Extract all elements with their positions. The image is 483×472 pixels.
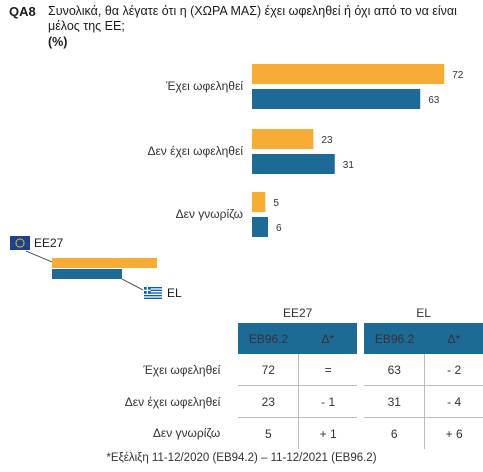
bar-ee27	[252, 192, 266, 212]
table-row: Έχει ωφεληθεί 72 = 63 - 2	[110, 354, 483, 386]
table-group-el: EL	[416, 306, 431, 320]
category-label: Δεν γνωρίζω	[176, 207, 243, 221]
bar-el	[252, 154, 335, 174]
table-subheader: Δ*	[298, 323, 357, 354]
question-text: Συνολικά, θα λέγατε ότι η (ΧΩΡΑ ΜΑΣ) έχε…	[48, 4, 457, 33]
table-cell: - 2	[424, 354, 483, 386]
table-cell: 63	[364, 354, 426, 386]
table-cell: 5	[238, 417, 300, 449]
table-row: Δεν έχει ωφεληθεί 23 - 1 31 - 4	[110, 385, 483, 418]
table-cell: 6	[364, 417, 426, 449]
results-table: EE27 EL EB96.2 Δ* EB96.2 Δ* Έχει ωφεληθε…	[110, 303, 483, 449]
table-subheader: EB96.2	[238, 323, 299, 354]
table-subheader: Δ*	[424, 323, 483, 354]
question-code: QA8	[9, 4, 36, 19]
table-row-label: Δεν έχει ωφεληθεί	[124, 394, 221, 409]
legend-leader-el	[121, 278, 144, 291]
bar-ee27	[252, 129, 314, 149]
bar-el	[252, 89, 421, 109]
table-cell: 23	[238, 385, 300, 418]
category-label: Δεν έχει ωφεληθεί	[147, 144, 243, 158]
table-cell: =	[298, 354, 357, 386]
data-label: 31	[343, 160, 355, 171]
table-row: Δεν γνωρίζω 5 + 1 6 + 6	[110, 417, 483, 449]
eu-flag-icon	[10, 236, 30, 250]
table-row-label: Δεν γνωρίζω	[152, 426, 221, 441]
legend-leader-ee27	[25, 250, 53, 263]
table-cell: - 1	[298, 385, 357, 418]
data-label: 63	[428, 95, 440, 106]
data-label: 23	[321, 135, 333, 146]
legend-label-el: EL	[167, 286, 182, 300]
category-label: Έχει ωφεληθεί	[165, 79, 243, 93]
data-label: 72	[452, 70, 464, 81]
table-cell: + 6	[445, 426, 463, 441]
footnote: *Εξέλιξη 11-12/2020 (EB94.2) – 11-12/202…	[106, 452, 377, 464]
bar-chart: Έχει ωφεληθεί 72 63 Δεν έχει ωφεληθεί 23 31 Δε…	[147, 64, 464, 237]
unit-label: (%)	[48, 35, 68, 49]
table-cell: + 1	[319, 426, 337, 441]
table-group-ee27: EE27	[282, 306, 313, 320]
legend-swatch-ee27	[52, 258, 157, 268]
legend-graphic	[25, 250, 157, 291]
bar-el	[252, 217, 269, 237]
table-cell: 31	[364, 385, 426, 418]
legend-swatch-el	[52, 269, 122, 279]
table-subheader: EB96.2	[364, 323, 425, 354]
table-row-label: Έχει ωφεληθεί	[143, 362, 221, 377]
table-cell: 72	[238, 354, 300, 386]
table-cell: - 4	[424, 385, 483, 418]
bar-ee27	[252, 64, 445, 84]
data-label: 5	[273, 198, 279, 209]
legend-label-ee27: EE27	[34, 236, 64, 250]
greece-flag-icon	[144, 286, 162, 299]
data-label: 6	[276, 223, 282, 234]
